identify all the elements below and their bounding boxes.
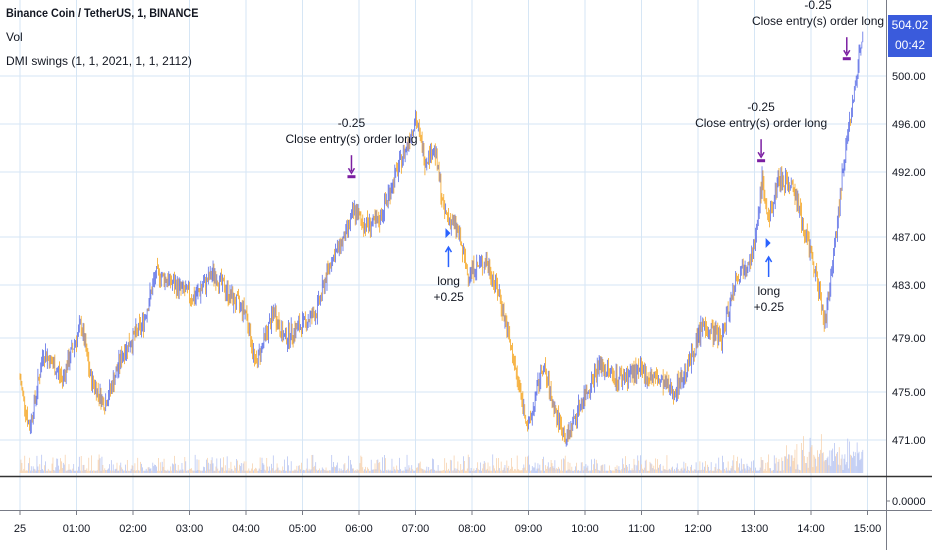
close-arrow-head [347, 167, 356, 175]
x-tick-label: 09:00 [515, 523, 543, 535]
symbol-title[interactable]: Binance Coin / TetherUS, 1, BINANCE [6, 6, 199, 20]
annotation-line2: Close entry(s) order long [752, 14, 885, 29]
x-tick-label: 15:00 [854, 523, 882, 535]
x-tick-label: 13:00 [741, 523, 769, 535]
x-tick-label: 04:00 [232, 523, 260, 535]
y-tick-label: 487.00 [892, 232, 926, 244]
volume-legend[interactable]: Vol [6, 30, 23, 44]
trade-annotation-long-2: long +0.25 [754, 283, 784, 315]
close-marker [842, 57, 851, 61]
close-arrow-head [843, 49, 851, 57]
x-tick-label: 25 [14, 523, 26, 535]
y-tick-label: 471.00 [892, 435, 926, 447]
x-tick-label: 06:00 [345, 523, 373, 535]
annotation-line1: long [757, 284, 781, 298]
close-arrow-head [757, 151, 765, 159]
annotation-line1: -0.25 [747, 100, 775, 115]
countdown-value: 00:42 [894, 38, 926, 52]
y-tick-label: 479.00 [892, 333, 926, 345]
annotation-line2: Close entry(s) order long [695, 116, 828, 131]
x-tick-label: 01:00 [63, 523, 91, 535]
trade-annotation-close-2: -0.25 Close entry(s) order long [695, 99, 827, 131]
x-tick-label: 14:00 [797, 523, 825, 535]
annotation-line2: +0.25 [433, 290, 464, 305]
x-tick-label: 03:00 [176, 523, 204, 535]
long-arrow-head [764, 255, 773, 263]
last-price-value: 504.02 [891, 18, 929, 32]
x-tick-label: 12:00 [684, 523, 712, 535]
annotation-line1: long [437, 274, 460, 289]
indicator-legend[interactable]: DMI swings (1, 1, 2021, 1, 1, 2112) [6, 54, 192, 68]
y-tick-label: 475.00 [892, 387, 926, 399]
x-tick-label: 07:00 [402, 523, 430, 535]
entry-triangle [445, 228, 451, 239]
x-tick-label: 05:00 [289, 523, 317, 535]
volume-bars [19, 434, 864, 473]
close-marker [347, 175, 356, 179]
volume-tick-label: 0.0000 [892, 496, 926, 508]
close-marker [757, 159, 766, 163]
x-tick-label: 08:00 [458, 523, 486, 535]
annotation-line1: -0.25 [804, 0, 832, 13]
y-tick-label: 500.00 [892, 71, 926, 83]
last-price-tag: 504.02 00:42 [888, 15, 932, 57]
y-tick-label: 483.00 [892, 280, 926, 292]
long-arrow-head [444, 245, 453, 253]
annotation-line1: -0.25 [337, 116, 366, 131]
y-tick-label: 492.00 [892, 167, 926, 179]
x-tick-label: 11:00 [628, 523, 655, 535]
x-tick-label: 10:00 [571, 523, 599, 535]
grid [0, 0, 886, 510]
trade-annotation-long-1: long +0.25 [433, 273, 463, 305]
annotation-line2: +0.25 [753, 300, 784, 314]
trade-markers [347, 37, 851, 277]
trade-annotation-close-3: -0.25 Close entry(s) order long [752, 0, 884, 29]
y-tick-label: 496.00 [892, 119, 926, 131]
annotation-line2: Close entry(s) order long [285, 132, 418, 147]
candles [19, 31, 864, 447]
x-tick-label: 02:00 [119, 523, 147, 535]
entry-triangle [765, 238, 771, 248]
trade-annotation-close-1: -0.25 Close entry(s) order long [285, 115, 417, 147]
